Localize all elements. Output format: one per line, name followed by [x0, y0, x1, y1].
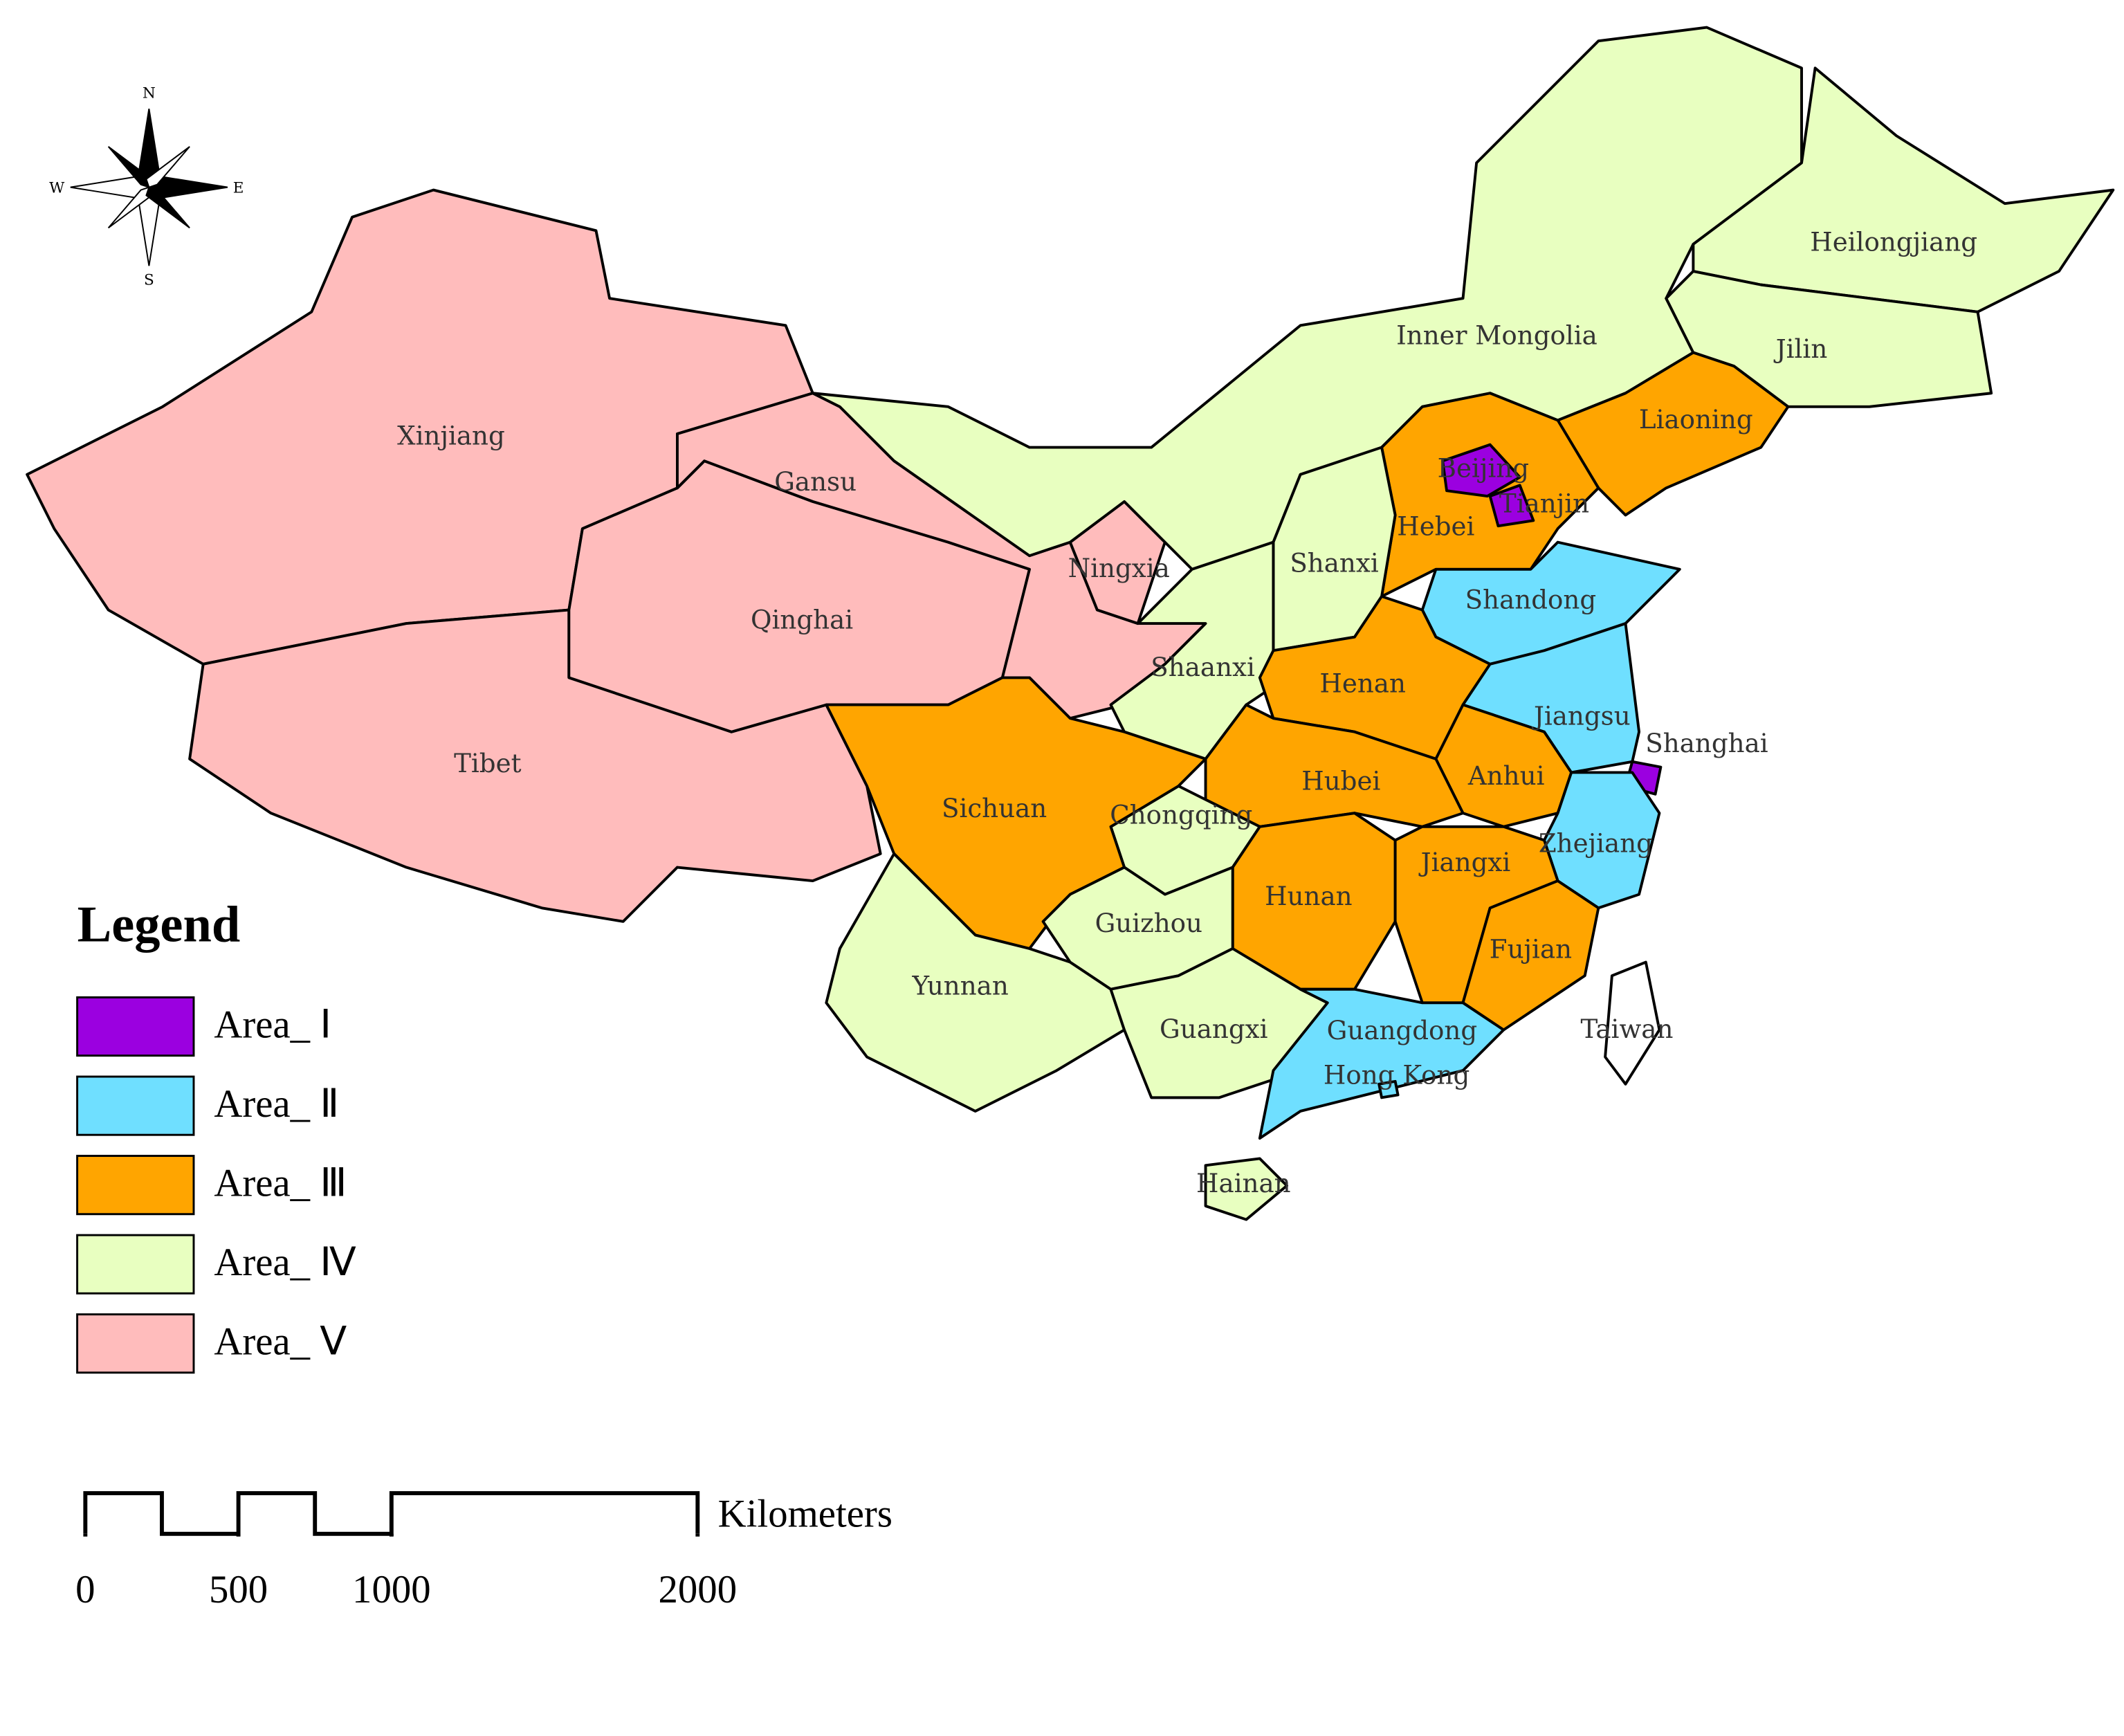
scale-unit: Kilometers [718, 1492, 892, 1535]
scale-bar: 0 500 1000 2000 Kilometers [75, 1491, 892, 1611]
province-label: Yunnan [912, 970, 1009, 1001]
legend: Area_ Ⅰ Area_ Ⅱ Area_ Ⅲ Area_ Ⅳ Area_ Ⅴ [76, 996, 356, 1374]
province-label: Guizhou [1095, 908, 1202, 938]
province-label: Tianjin [1499, 488, 1589, 518]
province [1441, 443, 1521, 498]
province-label: Guangdong [1327, 1015, 1478, 1045]
province-label: Chongqing [1110, 800, 1252, 830]
province-label: Hubei [1301, 766, 1380, 796]
province-label: Shandong [1465, 584, 1597, 614]
legend-title: Legend [77, 897, 241, 953]
province-label: Anhui [1467, 760, 1545, 791]
province-label: Sichuan [942, 793, 1047, 823]
provinces [26, 26, 2115, 1221]
legend-swatch [76, 996, 195, 1057]
compass-n: N [143, 84, 156, 102]
scale-line [83, 1491, 700, 1536]
province [1204, 1157, 1288, 1221]
compass: N S E W [49, 84, 244, 289]
province-label: Jiangsu [1531, 701, 1631, 731]
legend-swatch [76, 1313, 195, 1374]
legend-swatch [76, 1234, 195, 1295]
legend-label: Area_ Ⅰ [214, 1003, 331, 1047]
province [1604, 960, 1661, 1086]
province-label: Hunan [1265, 881, 1352, 911]
province-label: Xinjiang [397, 420, 505, 450]
legend-label: Area_ Ⅴ [214, 1320, 347, 1364]
province-label: Shanghai [1645, 728, 1768, 758]
compass-w: W [49, 179, 65, 197]
province-label: Guangxi [1160, 1014, 1268, 1044]
province [1488, 484, 1535, 528]
province-label: Taiwan [1580, 1014, 1673, 1044]
scale-tick-label: 2000 [659, 1568, 738, 1611]
province-label: Henan [1319, 668, 1406, 699]
province-label: Shanxi [1290, 547, 1379, 578]
legend-label: Area_ Ⅲ [214, 1162, 347, 1205]
province-label: Hong Kong [1324, 1059, 1470, 1090]
province-label: Jilin [1773, 334, 1828, 364]
province-label: Fujian [1490, 933, 1572, 964]
province-label: Tibet [454, 748, 522, 778]
province-label: Gansu [774, 466, 857, 497]
province-label: Liaoning [1639, 404, 1753, 435]
province-label: Shaanxi [1151, 652, 1255, 682]
scale-tick-label: 500 [209, 1568, 268, 1611]
province-labels: Xinjiang Tibet Qinghai Gansu Ningxia Inner Mo… [397, 226, 1977, 1198]
province-label: Beijing [1438, 453, 1529, 483]
scale-tick-label: 0 [75, 1568, 95, 1611]
province [1377, 1079, 1400, 1099]
province [1556, 351, 1790, 517]
compass-s: S [144, 272, 154, 289]
province-label: Inner Mongolia [1396, 320, 1597, 350]
legend-swatch [76, 1075, 195, 1136]
province-label: Hebei [1397, 511, 1474, 542]
legend-label: Area_ Ⅳ [214, 1241, 356, 1284]
compass-arm [145, 186, 190, 229]
province-label: Zhejiang [1539, 828, 1653, 859]
province-label: Qinghai [751, 605, 853, 635]
compass-e: E [233, 179, 244, 197]
province [1258, 987, 1505, 1140]
province-label: Ningxia [1068, 553, 1170, 583]
legend-swatch [76, 1155, 195, 1216]
legend-label: Area_ Ⅱ [214, 1082, 339, 1126]
province-label: Hainan [1196, 1168, 1291, 1198]
scale-tick-label: 1000 [352, 1568, 431, 1611]
province-label: Heilongjiang [1810, 226, 1977, 257]
province-label: Jiangxi [1418, 847, 1511, 877]
